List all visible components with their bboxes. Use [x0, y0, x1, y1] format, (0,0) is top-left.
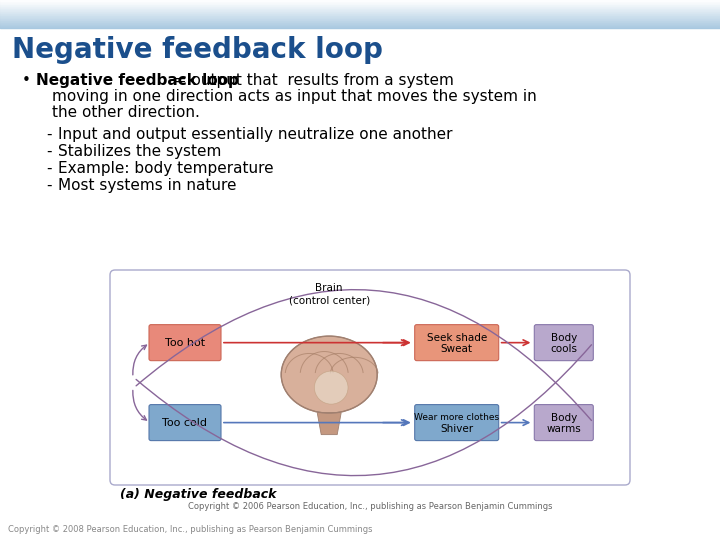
Text: Input and output essentially neutralize one another: Input and output essentially neutralize … [58, 127, 452, 142]
FancyBboxPatch shape [110, 270, 630, 485]
Text: Negative feedback loop: Negative feedback loop [12, 36, 383, 64]
Bar [0, 8, 720, 9]
Text: Seek shade: Seek shade [426, 333, 487, 343]
Bar [0, 22, 720, 23]
Bar [0, 18, 720, 19]
Bar [0, 21, 720, 22]
Text: Body: Body [551, 333, 577, 343]
Text: Shiver: Shiver [440, 423, 473, 434]
Bar [0, 14, 720, 15]
Text: = output that  results from a system: = output that results from a system [169, 73, 454, 88]
Bar [0, 26, 720, 28]
Text: the other direction.: the other direction. [52, 105, 200, 120]
Text: Negative feedback loop: Negative feedback loop [36, 73, 239, 88]
Text: Brain
(control center): Brain (control center) [289, 283, 370, 306]
Bar [0, 6, 720, 7]
Text: warms: warms [546, 423, 581, 434]
Text: Sweat: Sweat [441, 343, 473, 354]
Text: Example: body temperature: Example: body temperature [58, 161, 274, 176]
Ellipse shape [315, 371, 348, 404]
Bar [0, 3, 720, 4]
FancyBboxPatch shape [149, 404, 221, 441]
Text: cools: cools [550, 343, 577, 354]
Bar [0, 11, 720, 12]
Text: Stabilizes the system: Stabilizes the system [58, 144, 221, 159]
Bar [0, 2, 720, 3]
Text: (a) Negative feedback: (a) Negative feedback [120, 488, 276, 501]
Text: -: - [46, 178, 52, 193]
Text: -: - [46, 161, 52, 176]
Text: moving in one direction acts as input that moves the system in: moving in one direction acts as input th… [52, 89, 536, 104]
Text: Body: Body [551, 413, 577, 423]
Text: Copyright © 2008 Pearson Education, Inc., publishing as Pearson Benjamin Cumming: Copyright © 2008 Pearson Education, Inc.… [8, 525, 372, 534]
FancyBboxPatch shape [534, 404, 593, 441]
FancyBboxPatch shape [415, 325, 499, 361]
FancyBboxPatch shape [415, 404, 499, 441]
Text: Too hot: Too hot [165, 338, 205, 348]
Bar [0, 1, 720, 2]
Bar [0, 24, 720, 25]
Text: •: • [22, 73, 31, 88]
Bar [0, 5, 720, 6]
Bar [0, 19, 720, 21]
Ellipse shape [282, 336, 377, 413]
Text: Too cold: Too cold [163, 417, 207, 428]
Bar [0, 7, 720, 8]
Bar [0, 12, 720, 14]
Polygon shape [318, 413, 341, 435]
Text: Wear more clothes: Wear more clothes [414, 413, 499, 422]
Text: Copyright © 2006 Pearson Education, Inc., publishing as Pearson Benjamin Cumming: Copyright © 2006 Pearson Education, Inc.… [188, 502, 552, 511]
Text: -: - [46, 127, 52, 142]
Bar [0, 16, 720, 17]
Text: -: - [46, 144, 52, 159]
Bar [0, 10, 720, 11]
Bar [0, 4, 720, 5]
Bar [0, 9, 720, 10]
Bar [0, 0, 720, 1]
Text: Most systems in nature: Most systems in nature [58, 178, 236, 193]
Bar [0, 25, 720, 26]
Bar [0, 17, 720, 18]
Bar [0, 23, 720, 24]
Bar [0, 15, 720, 16]
FancyBboxPatch shape [149, 325, 221, 361]
FancyBboxPatch shape [534, 325, 593, 361]
